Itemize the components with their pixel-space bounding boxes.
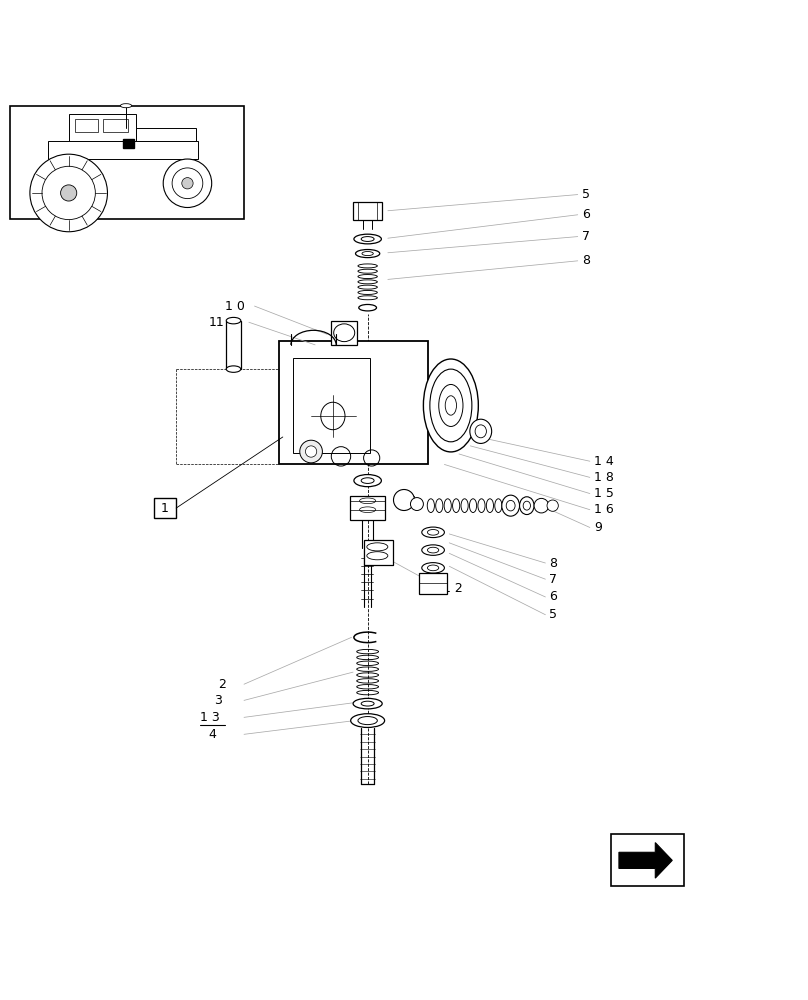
Polygon shape xyxy=(69,114,136,141)
Bar xyxy=(293,358,370,453)
Text: 1: 1 xyxy=(161,502,169,515)
Text: 5: 5 xyxy=(549,608,558,621)
Ellipse shape xyxy=(422,545,444,555)
Ellipse shape xyxy=(359,304,377,311)
Circle shape xyxy=(305,446,317,457)
Bar xyxy=(10,106,244,219)
Bar xyxy=(419,573,447,594)
Bar xyxy=(103,119,128,132)
Circle shape xyxy=(547,500,558,511)
Bar xyxy=(350,496,385,520)
Circle shape xyxy=(163,159,212,208)
Circle shape xyxy=(393,489,415,511)
Bar xyxy=(611,834,684,886)
Polygon shape xyxy=(619,843,672,878)
Ellipse shape xyxy=(362,252,373,256)
Polygon shape xyxy=(48,141,198,159)
Text: 4: 4 xyxy=(208,728,217,741)
Bar xyxy=(75,119,98,132)
Ellipse shape xyxy=(354,234,381,244)
Circle shape xyxy=(410,498,423,511)
Ellipse shape xyxy=(361,237,374,241)
Text: 1 2: 1 2 xyxy=(443,582,462,595)
Text: 7: 7 xyxy=(582,230,590,243)
Ellipse shape xyxy=(226,366,241,372)
Text: 3: 3 xyxy=(214,694,222,707)
Circle shape xyxy=(300,440,322,463)
Text: 1 8: 1 8 xyxy=(594,471,614,484)
Bar xyxy=(364,540,393,565)
Bar xyxy=(353,202,382,220)
Ellipse shape xyxy=(422,563,444,573)
Ellipse shape xyxy=(422,527,444,538)
Ellipse shape xyxy=(356,250,380,258)
Text: 6: 6 xyxy=(582,208,590,221)
Text: 11: 11 xyxy=(208,316,224,329)
Text: 1 5: 1 5 xyxy=(594,487,614,500)
Bar xyxy=(279,341,428,464)
Text: 1 6: 1 6 xyxy=(594,503,613,516)
Text: 1 3: 1 3 xyxy=(200,711,220,724)
Circle shape xyxy=(182,178,193,189)
Text: 5: 5 xyxy=(582,188,590,201)
Text: 2: 2 xyxy=(218,678,226,691)
Ellipse shape xyxy=(502,495,520,516)
Bar xyxy=(331,321,357,345)
Ellipse shape xyxy=(361,701,374,706)
Bar xyxy=(226,321,241,369)
Ellipse shape xyxy=(520,497,534,515)
Circle shape xyxy=(42,166,95,220)
Text: 8: 8 xyxy=(549,557,558,570)
Ellipse shape xyxy=(353,698,382,709)
Circle shape xyxy=(172,168,203,199)
Text: 6: 6 xyxy=(549,590,558,603)
Ellipse shape xyxy=(470,419,492,443)
Ellipse shape xyxy=(120,104,132,108)
Polygon shape xyxy=(136,128,196,141)
Text: 8: 8 xyxy=(582,254,590,267)
Bar xyxy=(123,139,134,148)
Circle shape xyxy=(30,154,107,232)
Text: 1 4: 1 4 xyxy=(594,455,613,468)
Circle shape xyxy=(61,185,77,201)
Circle shape xyxy=(534,498,549,513)
Ellipse shape xyxy=(226,317,241,324)
Text: 9: 9 xyxy=(594,521,602,534)
Ellipse shape xyxy=(423,359,478,452)
Text: 7: 7 xyxy=(549,573,558,586)
Ellipse shape xyxy=(354,475,381,487)
Text: 1 7: 1 7 xyxy=(396,495,416,508)
Bar xyxy=(154,498,176,518)
Text: 1 0: 1 0 xyxy=(225,300,245,313)
Ellipse shape xyxy=(351,714,385,727)
